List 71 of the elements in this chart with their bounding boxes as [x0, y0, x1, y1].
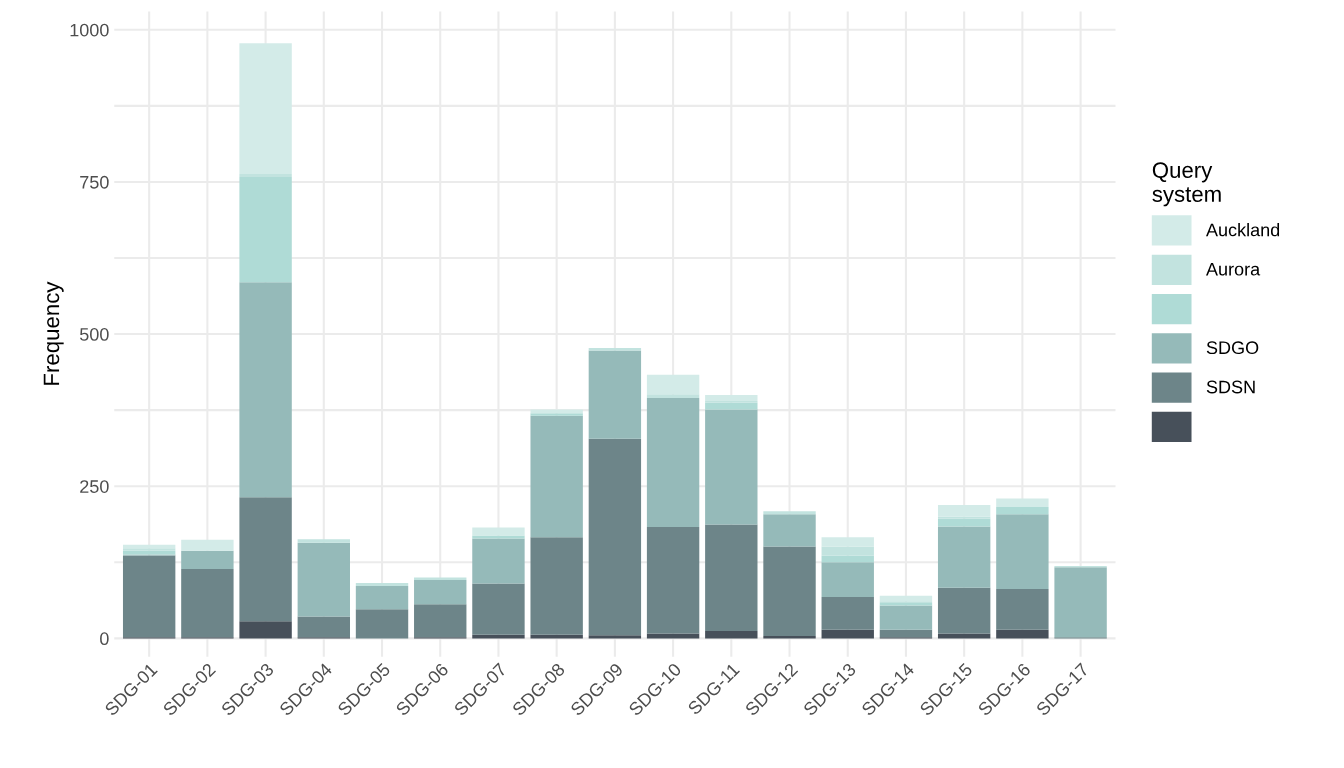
bar [355, 609, 409, 639]
bar [239, 174, 292, 178]
bar [297, 539, 351, 543]
bar [472, 538, 525, 584]
bar [239, 177, 292, 283]
bar [996, 514, 1049, 590]
bar [414, 579, 467, 605]
bar [879, 629, 933, 638]
bar [530, 413, 583, 416]
bar [181, 539, 234, 551]
bar [297, 616, 351, 638]
bar [472, 535, 525, 539]
legend-label: Auckland [1206, 223, 1280, 237]
bar [879, 595, 933, 602]
bar [355, 583, 409, 587]
bar [414, 604, 467, 638]
bar [297, 542, 351, 617]
bar [996, 506, 1049, 515]
bar [937, 526, 991, 588]
bar [996, 629, 1049, 639]
bar [122, 548, 176, 551]
y-tick-label: 750 [80, 175, 109, 189]
bar [239, 621, 292, 639]
bar [821, 597, 874, 630]
bar [530, 537, 583, 635]
bar [646, 374, 700, 395]
bar [122, 555, 176, 638]
bar [472, 583, 525, 635]
legend-label: SDSN [1206, 380, 1255, 394]
bar [821, 546, 874, 556]
bar [879, 605, 933, 630]
bar [705, 409, 758, 525]
bar [937, 587, 991, 634]
y-tick-label: 250 [80, 480, 109, 493]
bar [996, 498, 1049, 507]
bar [530, 415, 583, 538]
bar [355, 586, 409, 610]
bar [588, 438, 642, 636]
bar [588, 350, 642, 439]
y-tick-label: 500 [79, 328, 109, 341]
legend-title: Query system [1152, 162, 1221, 207]
bar [588, 635, 642, 639]
y-tick-label: 0 [100, 632, 109, 646]
bar [821, 629, 874, 639]
bar [705, 394, 758, 402]
bar [646, 397, 700, 528]
y-tick-label: 1000 [70, 23, 109, 37]
bar [1054, 567, 1107, 638]
bar [821, 537, 874, 547]
bar [705, 631, 758, 639]
bar [763, 511, 816, 515]
bar [996, 589, 1049, 630]
bar [821, 562, 874, 597]
bar [763, 546, 816, 636]
bar [646, 527, 700, 634]
bar [588, 348, 642, 351]
y-axis-title: Frequency [43, 281, 64, 385]
bar [239, 282, 292, 498]
bar [937, 518, 991, 527]
bar [181, 569, 234, 638]
bar [705, 402, 758, 410]
bar [239, 497, 292, 622]
bar [646, 394, 700, 398]
bar [472, 527, 525, 536]
bar [705, 524, 758, 632]
bar [937, 505, 991, 517]
bar [181, 550, 234, 569]
bar [239, 43, 292, 175]
legend-label: Aurora [1206, 262, 1261, 276]
legend-label: SDGO [1206, 341, 1259, 355]
bar [763, 514, 816, 547]
